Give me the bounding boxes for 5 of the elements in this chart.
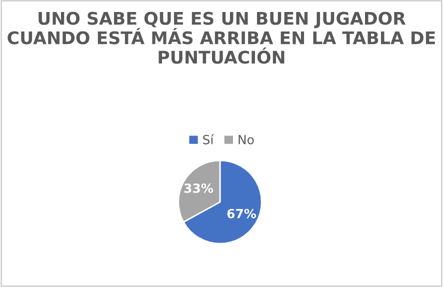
legend-label: Sí bbox=[203, 134, 214, 144]
legend-label: No bbox=[238, 135, 254, 144]
data-label: 33% bbox=[184, 183, 214, 193]
chart-title: UNO SABE QUE ES UN BUEN JUGADOR CUANDO ESTÁ MÁS ARRIBA EN LA TABLA DE PUNTUACIÓN bbox=[8, 12, 435, 64]
data-label: 67% bbox=[227, 208, 256, 218]
